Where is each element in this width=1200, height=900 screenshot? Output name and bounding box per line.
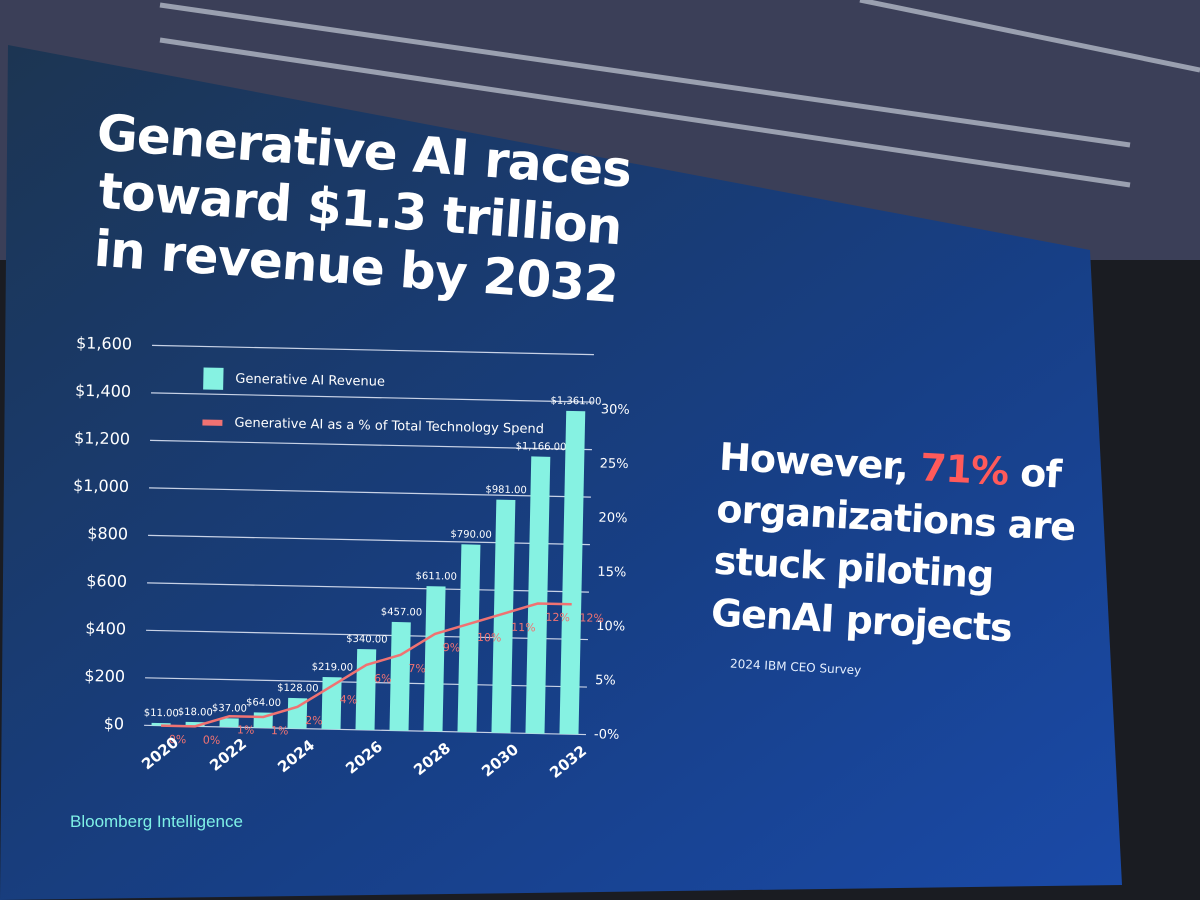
bar-value-label: $11.00: [144, 708, 179, 720]
y-tick-label: $800: [87, 524, 128, 544]
bar-value-label: $611.00: [415, 571, 457, 583]
line-value-label: 1%: [271, 724, 289, 737]
y2-tick-label: 20%: [598, 511, 627, 527]
bar: [457, 544, 481, 733]
bar-value-label: $340.00: [346, 634, 388, 646]
legend-swatch: [203, 367, 224, 390]
grid-line: [146, 629, 588, 641]
bar-value-label: $790.00: [450, 529, 492, 541]
bar: [219, 718, 239, 728]
y-tick-label: $1,400: [75, 381, 131, 401]
y2-tick-label: 30%: [601, 402, 630, 418]
bar-value-label: $219.00: [312, 662, 354, 674]
truss: [159, 0, 1200, 188]
grid-line: [150, 439, 592, 451]
line-value-label: 10%: [477, 631, 502, 645]
bar: [389, 621, 411, 731]
headline: However, 71% of organizations are stuck …: [710, 431, 1080, 658]
legend-swatch: [202, 419, 223, 426]
legend-label: Generative AI as a % of Total Technology…: [234, 416, 544, 437]
bar-value-label: $64.00: [246, 697, 281, 709]
grid-line: [152, 344, 594, 356]
y2-tick-label: -0%: [594, 727, 620, 743]
bar-value-label: $128.00: [277, 683, 319, 695]
y-tick-label: $0: [104, 714, 125, 733]
legend-label: Generative AI Revenue: [235, 372, 385, 390]
line-value-label: 6%: [374, 672, 392, 685]
headline-text: However,: [718, 434, 910, 489]
line-value-label: 2%: [305, 714, 323, 727]
line-value-label: 1%: [237, 723, 255, 736]
slide: [0, 45, 1122, 900]
grid-line: [147, 582, 589, 593]
grid-line: [151, 392, 593, 403]
y-tick-label: $400: [85, 619, 126, 639]
bar-value-label: $1,361.00: [550, 396, 601, 408]
source: Bloomberg Intelligence: [70, 812, 243, 831]
line-value-label: 0%: [203, 734, 221, 747]
bar: [423, 586, 446, 732]
bar-value-label: $1,166.00: [515, 441, 566, 453]
y2-tick-label: 5%: [595, 673, 616, 688]
bar: [287, 697, 308, 729]
bar-value-label: $18.00: [178, 707, 213, 719]
line-value-label: 9%: [443, 641, 461, 654]
y2-tick-label: 10%: [596, 619, 625, 635]
y-tick-label: $1,600: [76, 333, 132, 353]
line-value-label: 12%: [579, 611, 604, 625]
y-tick-label: $600: [86, 571, 127, 591]
y2-tick-label: 25%: [599, 456, 628, 472]
bar-value-label: $37.00: [212, 703, 247, 715]
grid-line: [148, 534, 590, 546]
bar: [491, 499, 516, 733]
line-value-label: 7%: [408, 662, 426, 675]
y-tick-label: $200: [84, 666, 125, 686]
bar: [355, 649, 377, 731]
line-value-label: 11%: [511, 621, 536, 635]
y-tick-label: $1,200: [74, 428, 130, 448]
y-tick-label: $1,000: [73, 476, 129, 496]
bar-value-label: $457.00: [381, 607, 423, 619]
line-value-label: 12%: [545, 611, 570, 625]
bar: [525, 456, 551, 734]
y2-tick-label: 15%: [597, 565, 626, 581]
headline-highlight: 71%: [919, 445, 1010, 494]
line-value-label: 4%: [340, 693, 358, 706]
grid-line: [149, 487, 591, 498]
bar-value-label: $981.00: [485, 484, 527, 496]
line: [161, 602, 572, 728]
line-value-label: 0%: [169, 733, 187, 746]
bar: [559, 410, 586, 735]
